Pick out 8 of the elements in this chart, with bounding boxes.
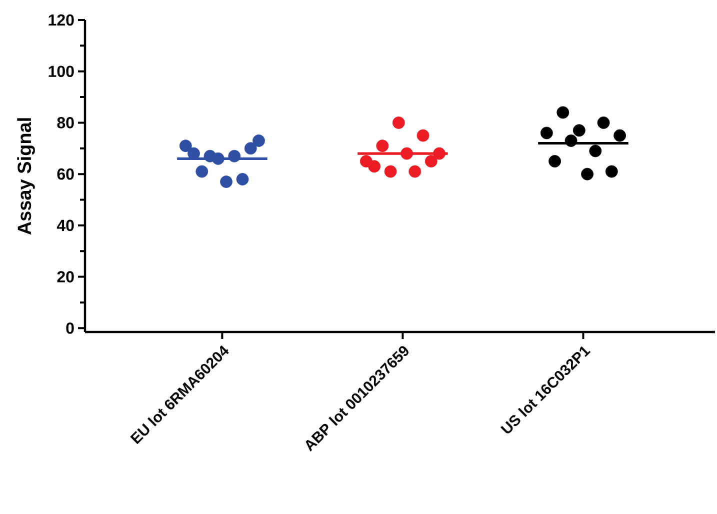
y-tick-label: 0 (66, 322, 74, 334)
y-tick-label: 100 (48, 66, 74, 78)
y-tick-label: 40 (56, 220, 74, 232)
y-tick-label: 120 (48, 14, 74, 26)
y-axis-title: Assay Signal (17, 118, 35, 235)
y-tick-label: 20 (57, 271, 74, 282)
y-tick-label: 80 (57, 117, 74, 128)
y-tick-label: 60 (57, 168, 74, 180)
